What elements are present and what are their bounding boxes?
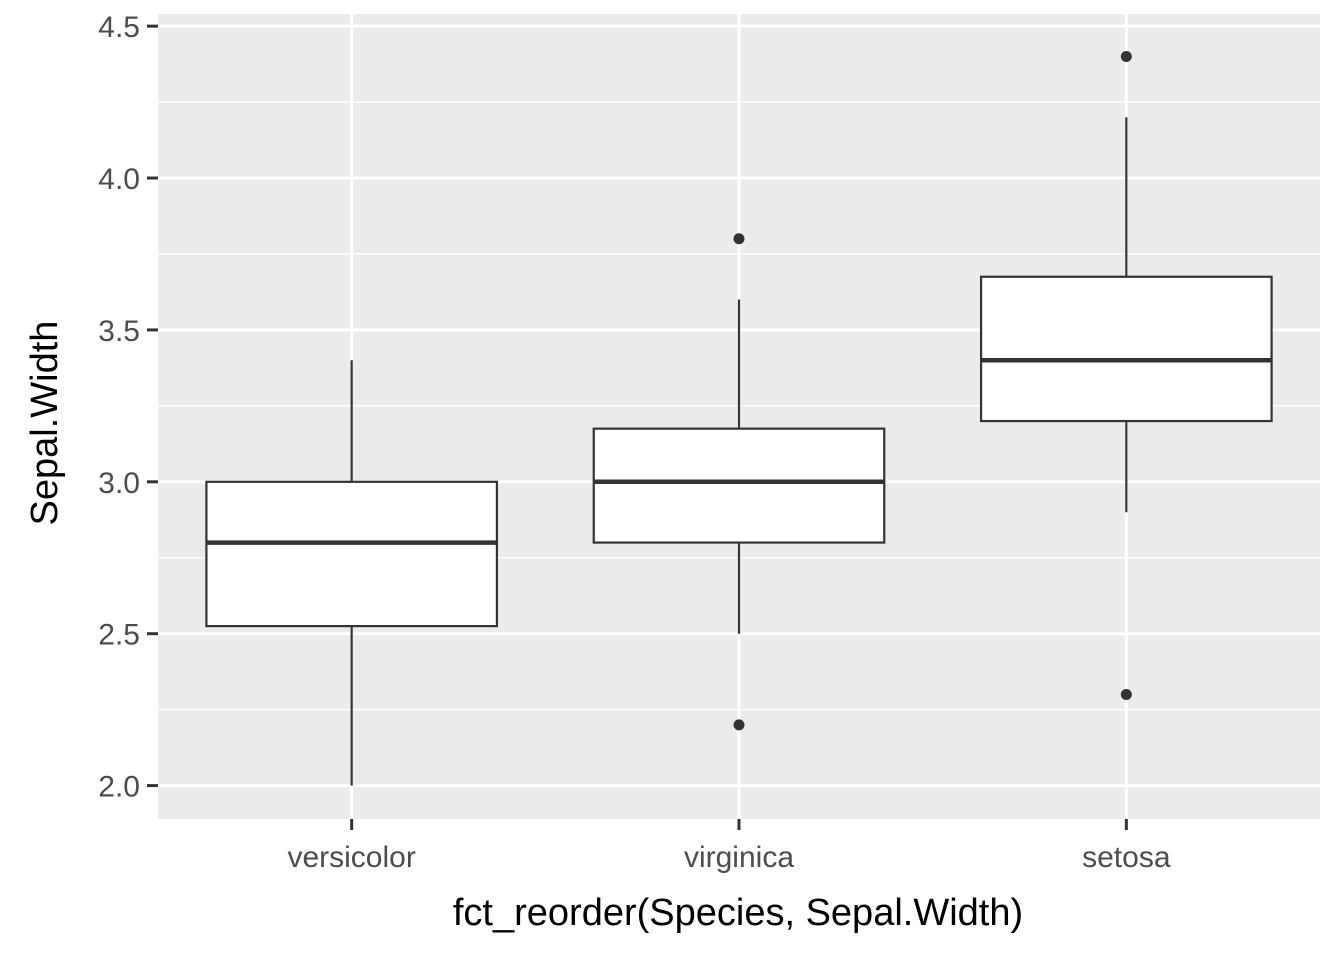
box-iqr bbox=[205, 480, 499, 628]
box-iqr bbox=[979, 275, 1273, 423]
y-tick-label: 2.5 bbox=[98, 619, 140, 652]
y-axis-title: Sepal.Width bbox=[24, 321, 66, 526]
x-axis: versicolor virginica setosa bbox=[287, 819, 1171, 874]
outlier-point bbox=[733, 719, 745, 731]
x-tick-label: versicolor bbox=[287, 841, 415, 874]
box-virginica bbox=[592, 233, 886, 731]
y-axis: 2.0 2.5 3.0 3.5 4.0 4.5 bbox=[98, 11, 158, 804]
box-setosa bbox=[979, 51, 1273, 700]
boxes bbox=[205, 51, 1273, 786]
y-tick-label: 2.0 bbox=[98, 771, 140, 804]
outlier-point bbox=[1120, 51, 1132, 63]
box-versicolor bbox=[205, 360, 499, 786]
x-axis-title: fct_reorder(Species, Sepal.Width) bbox=[453, 892, 1023, 934]
outlier-point bbox=[733, 233, 745, 245]
x-tick-label: setosa bbox=[1082, 841, 1171, 874]
y-tick-label: 3.0 bbox=[98, 467, 140, 500]
box-iqr bbox=[592, 427, 886, 544]
outlier-point bbox=[1120, 688, 1132, 700]
y-tick-label: 4.5 bbox=[98, 11, 140, 44]
y-tick-label: 3.5 bbox=[98, 315, 140, 348]
y-tick-label: 4.0 bbox=[98, 163, 140, 196]
x-tick-label: virginica bbox=[684, 841, 794, 874]
